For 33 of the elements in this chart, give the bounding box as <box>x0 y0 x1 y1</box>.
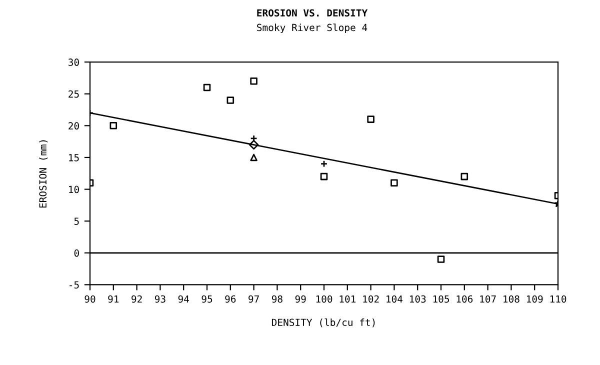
x-tick-label: 105 <box>433 295 449 303</box>
y-tick-label: 15 <box>69 154 79 162</box>
x-axis-title: DENSITY (lb/cu ft) <box>272 318 375 328</box>
x-tick-label: 109 <box>526 295 543 303</box>
x-tick-label: 102 <box>363 295 379 303</box>
chart-title: EROSION VS. DENSITY <box>257 9 368 17</box>
x-tick-label: 93 <box>154 295 166 303</box>
x-tick-label: 91 <box>108 295 119 303</box>
y-tick-label: 30 <box>68 58 79 66</box>
x-tick-label: 104 <box>386 295 403 303</box>
x-tick-label: 103 <box>410 295 426 303</box>
chart-subtitle: Smoky River Slope 4 <box>257 24 368 34</box>
x-tick-label: 95 <box>202 295 212 303</box>
x-tick-label: 97 <box>248 295 259 303</box>
x-tick-label: 90 <box>84 295 96 303</box>
y-axis-title: EROSION (mm) <box>39 140 48 208</box>
x-tick-label: 100 <box>316 295 332 303</box>
x-tick-label: 108 <box>504 295 520 303</box>
y-tick-label: 0 <box>74 249 79 257</box>
x-tick-label: 92 <box>132 295 142 303</box>
y-tick-label: 5 <box>74 218 79 225</box>
y-tick-label: 10 <box>69 186 79 194</box>
x-tick-label: 101 <box>340 295 356 303</box>
x-tick-label: 107 <box>480 295 496 303</box>
x-tick-label: 99 <box>295 295 306 303</box>
x-tick-label: 98 <box>272 295 282 303</box>
x-tick-label: 106 <box>456 295 473 303</box>
y-tick-label: 25 <box>68 90 79 98</box>
y-tick-label: -5 <box>70 281 79 289</box>
x-tick-label: 110 <box>550 295 566 303</box>
y-tick-label: 20 <box>68 122 79 130</box>
x-tick-label: 94 <box>178 295 189 303</box>
x-tick-label: 96 <box>225 295 236 303</box>
